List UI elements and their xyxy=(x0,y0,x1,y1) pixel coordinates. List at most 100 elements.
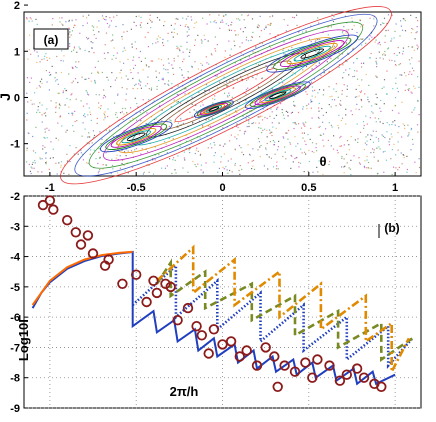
chaotic-sea-dot xyxy=(167,72,169,74)
chaotic-sea-dot xyxy=(54,77,56,79)
data-point xyxy=(103,254,114,265)
chaotic-sea-dot xyxy=(27,101,29,103)
chaotic-sea-dot xyxy=(332,148,335,150)
chaotic-sea-dot xyxy=(77,81,79,84)
chaotic-sea-dot xyxy=(404,30,407,32)
chaotic-sea-dot xyxy=(328,164,330,166)
chaotic-sea-dot xyxy=(402,18,404,20)
chaotic-sea-dot xyxy=(39,61,41,63)
chaotic-sea-dot xyxy=(44,146,46,148)
chaotic-sea-dot xyxy=(309,138,311,140)
chaotic-sea-dot xyxy=(142,69,144,71)
chaotic-sea-dot xyxy=(45,152,47,154)
data-point xyxy=(148,275,159,287)
chaotic-sea-dot xyxy=(195,149,197,151)
chaotic-sea-dot xyxy=(287,138,289,140)
chaotic-sea-dot xyxy=(26,17,28,19)
chaotic-sea-dot xyxy=(302,106,304,108)
chaotic-sea-dot xyxy=(307,134,309,136)
chaotic-sea-dot xyxy=(244,100,246,102)
chaotic-sea-dot xyxy=(103,119,105,121)
chaotic-sea-dot xyxy=(327,26,329,28)
chaotic-sea-dot xyxy=(315,65,317,67)
data-point xyxy=(196,330,208,341)
chaotic-sea-dot xyxy=(293,104,295,106)
chaotic-sea-dot xyxy=(89,111,91,113)
chaotic-sea-dot xyxy=(73,153,75,155)
chaotic-sea-dot xyxy=(269,129,271,131)
chaotic-sea-dot xyxy=(345,42,348,44)
chaotic-sea-dot xyxy=(271,15,274,17)
data-point xyxy=(217,339,228,350)
chaotic-sea-dot xyxy=(243,19,245,21)
data-point xyxy=(75,239,87,250)
chaotic-sea-dot xyxy=(104,111,106,113)
chaotic-sea-dot xyxy=(377,172,379,174)
chaotic-sea-dot xyxy=(277,34,279,36)
chaotic-sea-dot xyxy=(375,130,377,132)
chaotic-sea-dot xyxy=(116,52,118,54)
chaotic-sea-dot xyxy=(69,31,71,33)
chaotic-sea-dot xyxy=(297,111,300,114)
chaotic-sea-dot xyxy=(320,74,322,76)
chaotic-sea-dot xyxy=(275,168,278,170)
chaotic-sea-dot xyxy=(139,50,141,53)
chaotic-sea-dot xyxy=(269,23,271,25)
chaotic-sea-dot xyxy=(251,36,253,38)
chaotic-sea-dot xyxy=(386,22,388,25)
chaotic-sea-dot xyxy=(148,99,150,101)
chaotic-sea-dot xyxy=(365,42,367,44)
chaotic-sea-dot xyxy=(239,46,241,48)
chaotic-sea-dot xyxy=(256,101,258,103)
chaotic-sea-dot xyxy=(298,166,300,168)
chaotic-sea-dot xyxy=(97,60,99,62)
chaotic-sea-dot xyxy=(276,149,279,151)
chaotic-sea-dot xyxy=(85,36,88,39)
chaotic-sea-dot xyxy=(82,25,84,27)
chaotic-sea-dot xyxy=(362,121,365,123)
chaotic-sea-dot xyxy=(283,53,285,55)
chaotic-sea-dot xyxy=(337,96,339,98)
chaotic-sea-dot xyxy=(202,17,204,19)
chaotic-sea-dot xyxy=(259,116,261,118)
chaotic-sea-dot xyxy=(371,148,374,150)
chaotic-sea-dot xyxy=(41,121,43,123)
chaotic-sea-dot xyxy=(386,122,388,124)
chaotic-sea-dot xyxy=(224,50,226,52)
chaotic-sea-dot xyxy=(148,88,150,90)
chaotic-sea-dot xyxy=(174,159,176,161)
chaotic-sea-dot xyxy=(158,154,160,156)
chaotic-sea-dot xyxy=(214,48,216,50)
chaotic-sea-dot xyxy=(331,18,333,20)
chaotic-sea-dot xyxy=(376,63,378,65)
chaotic-sea-dot xyxy=(130,28,132,30)
chaotic-sea-dot xyxy=(45,162,47,164)
chaotic-sea-dot xyxy=(351,20,353,22)
chaotic-sea-dot xyxy=(394,30,396,32)
chaotic-sea-dot xyxy=(64,88,66,90)
chaotic-sea-dot xyxy=(112,34,114,36)
chaotic-sea-dot xyxy=(45,70,47,72)
chaotic-sea-dot xyxy=(113,16,115,18)
data-point xyxy=(241,345,252,356)
chaotic-sea-dot xyxy=(224,56,226,58)
chaotic-sea-dot xyxy=(395,82,397,84)
chaotic-sea-dot xyxy=(290,154,292,156)
chaotic-sea-dot xyxy=(38,85,40,87)
chaotic-sea-dot xyxy=(341,157,343,159)
chaotic-sea-dot xyxy=(305,91,307,93)
chaotic-sea-dot xyxy=(124,107,126,110)
chaotic-sea-dot xyxy=(80,149,82,151)
chaotic-sea-dot xyxy=(234,62,236,64)
chaotic-sea-dot xyxy=(268,45,271,47)
chaotic-sea-dot xyxy=(66,97,68,100)
chaotic-sea-dot xyxy=(97,172,99,174)
chaotic-sea-dot xyxy=(231,96,233,98)
panel-a-y-tick-label: 1 xyxy=(14,46,20,58)
chaotic-sea-dot xyxy=(82,105,85,107)
chaotic-sea-dot xyxy=(94,82,96,84)
chaotic-sea-dot xyxy=(110,20,112,22)
chaotic-sea-dot xyxy=(264,128,266,130)
chaotic-sea-dot xyxy=(414,161,416,163)
chaotic-sea-dot xyxy=(96,122,98,124)
